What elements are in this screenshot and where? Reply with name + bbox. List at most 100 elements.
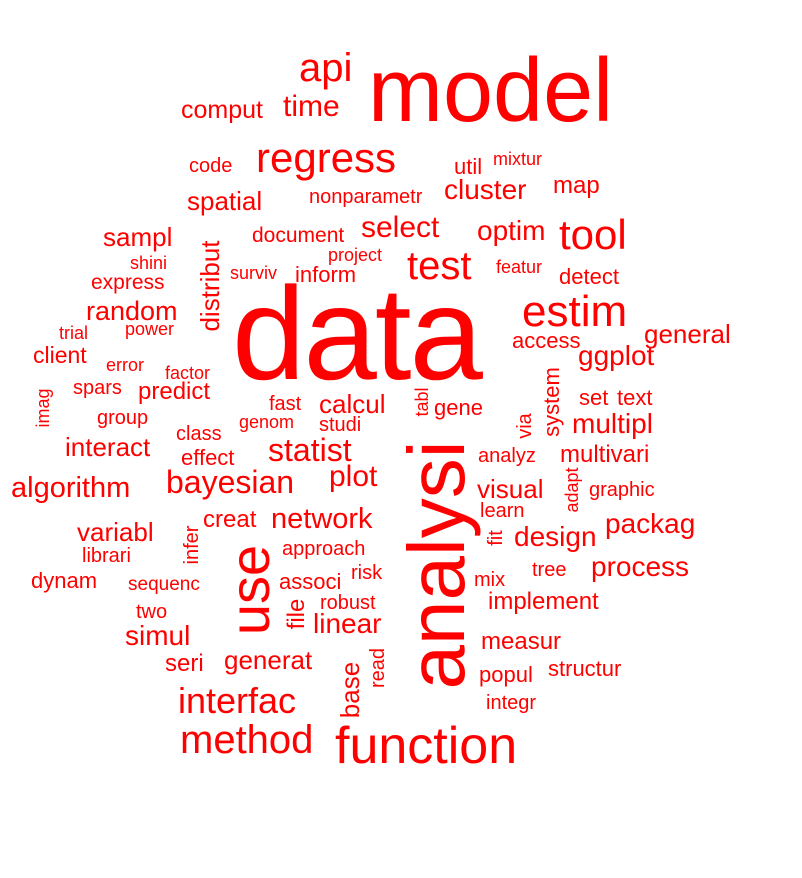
- cloud-word-method: method: [180, 718, 314, 762]
- cloud-word-document: document: [252, 224, 345, 247]
- cloud-word-statist: statist: [268, 432, 352, 468]
- cloud-word-algorithm: algorithm: [11, 472, 131, 504]
- cloud-word-base: base: [335, 661, 365, 719]
- cloud-word-genom: genom: [239, 412, 295, 432]
- cloud-word-error: error: [106, 355, 145, 375]
- cloud-word-distribut: distribut: [195, 240, 225, 332]
- cloud-word-robust: robust: [320, 592, 376, 614]
- cloud-word-packag: packag: [605, 508, 696, 539]
- cloud-word-predict: predict: [138, 378, 211, 405]
- cloud-word-plot: plot: [329, 460, 378, 493]
- cloud-word-estim: estim: [522, 287, 628, 336]
- cloud-word-creat: creat: [203, 506, 257, 533]
- cloud-word-infer: infer: [181, 525, 203, 565]
- cloud-word-learn: learn: [480, 500, 525, 522]
- cloud-word-two: two: [136, 601, 168, 623]
- cloud-word-seri: seri: [165, 650, 204, 677]
- cloud-word-interfac: interfac: [178, 680, 297, 721]
- cloud-word-test: test: [407, 244, 472, 288]
- cloud-word-tabl: tabl: [412, 387, 432, 417]
- cloud-word-generat: generat: [224, 645, 313, 675]
- cloud-word-associ: associ: [279, 569, 342, 594]
- cloud-word-implement: implement: [488, 588, 599, 615]
- cloud-word-structur: structur: [548, 656, 622, 681]
- cloud-word-detect: detect: [559, 264, 619, 289]
- cloud-word-popul: popul: [479, 662, 533, 687]
- cloud-word-adapt: adapt: [562, 467, 582, 513]
- cloud-word-mixtur: mixtur: [493, 149, 542, 169]
- cloud-word-client: client: [33, 342, 87, 368]
- cloud-word-surviv: surviv: [230, 263, 278, 283]
- cloud-word-network: network: [271, 503, 373, 535]
- cloud-word-set: set: [579, 385, 609, 410]
- cloud-word-fast: fast: [269, 393, 302, 415]
- cloud-word-class: class: [176, 423, 222, 445]
- cloud-word-function: function: [335, 717, 518, 775]
- cloud-word-select: select: [361, 211, 440, 244]
- cloud-word-regress: regress: [256, 134, 397, 181]
- cloud-word-visual: visual: [477, 474, 544, 504]
- cloud-word-risk: risk: [351, 562, 383, 584]
- cloud-word-spars: spars: [73, 377, 122, 399]
- cloud-word-data: data: [232, 260, 483, 407]
- cloud-word-map: map: [553, 172, 600, 199]
- cloud-word-interact: interact: [65, 432, 151, 462]
- cloud-word-optim: optim: [477, 215, 546, 246]
- cloud-word-util: util: [454, 154, 483, 179]
- cloud-word-ggplot: ggplot: [578, 340, 655, 371]
- cloud-word-use: use: [218, 544, 281, 636]
- cloud-word-time: time: [283, 90, 340, 123]
- cloud-word-fit: fit: [485, 530, 507, 546]
- cloud-word-studi: studi: [319, 414, 362, 436]
- cloud-word-calcul: calcul: [319, 389, 386, 419]
- cloud-word-file: file: [283, 598, 310, 630]
- cloud-word-featur: featur: [496, 257, 543, 277]
- cloud-word-system: system: [539, 367, 564, 437]
- cloud-word-trial: trial: [59, 323, 89, 343]
- cloud-word-express: express: [91, 271, 165, 294]
- cloud-word-spatial: spatial: [187, 186, 263, 216]
- cloud-word-multivari: multivari: [560, 441, 650, 468]
- cloud-word-sampl: sampl: [103, 222, 173, 252]
- cloud-word-cluster: cluster: [444, 174, 527, 205]
- cloud-word-comput: comput: [181, 96, 263, 124]
- cloud-word-project: project: [328, 245, 383, 265]
- cloud-word-librari: librari: [82, 545, 131, 567]
- cloud-word-variabl: variabl: [77, 517, 154, 547]
- cloud-word-design: design: [514, 521, 597, 552]
- cloud-word-simul: simul: [125, 620, 191, 651]
- cloud-word-analysi: analysi: [392, 440, 481, 690]
- cloud-word-code: code: [189, 155, 233, 177]
- cloud-word-text: text: [617, 385, 653, 410]
- cloud-word-power: power: [125, 319, 175, 339]
- cloud-word-api: api: [299, 46, 353, 90]
- cloud-word-bayesian: bayesian: [166, 464, 295, 500]
- cloud-word-group: group: [97, 407, 149, 429]
- cloud-word-model: model: [368, 41, 614, 141]
- cloud-word-tree: tree: [532, 559, 567, 581]
- cloud-word-access: access: [512, 328, 581, 353]
- cloud-word-via: via: [514, 413, 536, 439]
- cloud-word-dynam: dynam: [31, 568, 98, 593]
- cloud-word-multipl: multipl: [572, 408, 653, 439]
- cloud-word-shini: shini: [130, 253, 168, 273]
- cloud-word-effect: effect: [181, 445, 235, 470]
- cloud-word-factor: factor: [165, 363, 211, 383]
- cloud-word-tool: tool: [559, 211, 627, 258]
- cloud-word-analyz: analyz: [478, 445, 536, 467]
- cloud-word-approach: approach: [282, 538, 366, 560]
- cloud-word-linear: linear: [313, 608, 382, 639]
- cloud-word-general: general: [644, 319, 731, 349]
- cloud-word-integr: integr: [486, 692, 537, 714]
- cloud-word-imag: imag: [33, 388, 53, 428]
- cloud-word-nonparametr: nonparametr: [309, 186, 423, 208]
- cloud-word-measur: measur: [481, 628, 562, 655]
- cloud-word-mix: mix: [474, 569, 506, 591]
- cloud-word-read: read: [367, 647, 389, 689]
- cloud-word-graphic: graphic: [589, 479, 655, 501]
- cloud-word-gene: gene: [434, 395, 483, 420]
- cloud-word-process: process: [591, 551, 690, 582]
- cloud-word-inform: inform: [295, 262, 357, 287]
- cloud-word-sequenc: sequenc: [128, 574, 200, 595]
